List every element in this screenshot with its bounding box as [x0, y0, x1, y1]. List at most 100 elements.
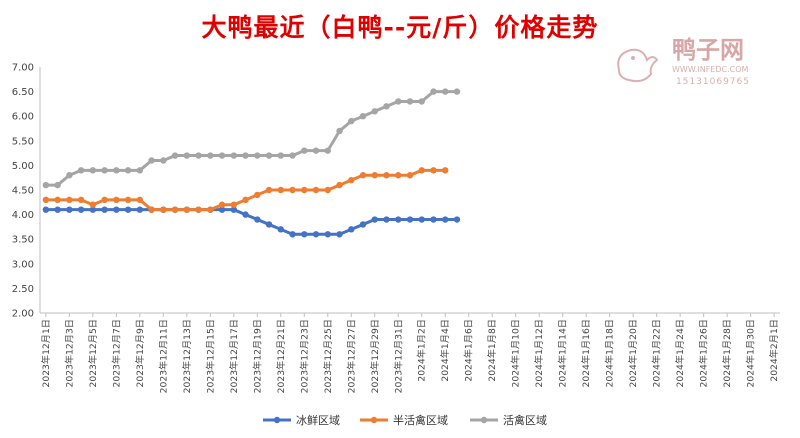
y-tick-label: 4.00 [12, 210, 34, 221]
data-point [348, 117, 355, 125]
series-1 [42, 206, 461, 238]
data-point [54, 206, 61, 213]
legend-label: 半活禽区域 [393, 413, 448, 427]
y-tick-label: 3.00 [12, 259, 34, 270]
data-point [336, 181, 343, 189]
series-line [45, 208, 457, 236]
data-point [124, 167, 132, 174]
data-point [124, 196, 132, 204]
data-point [242, 152, 249, 159]
data-point [77, 196, 85, 204]
data-point [336, 231, 343, 238]
legend-swatch-marker [480, 416, 488, 424]
x-tick-label: 2023年12月17日 [228, 319, 240, 393]
x-tick-label: 2024年1月22日 [651, 319, 663, 387]
x-tick-label: 2024年1月16日 [580, 319, 592, 387]
data-point [359, 221, 367, 228]
legend-swatch-marker [273, 416, 281, 424]
x-tick-label: 2024年1月4日 [439, 319, 451, 382]
data-point [101, 167, 108, 174]
x-tick-label: 2024年1月2日 [416, 319, 428, 382]
data-point [160, 206, 167, 213]
data-point [301, 231, 308, 238]
data-point [277, 186, 284, 194]
x-tick-label: 2024年1月24日 [674, 319, 686, 387]
data-point [289, 152, 296, 159]
data-point [89, 201, 97, 208]
x-tick-label: 2023年12月27日 [345, 319, 357, 393]
data-point [359, 113, 367, 120]
data-point [136, 206, 144, 213]
x-tick-label: 2024年1月6日 [463, 319, 475, 382]
data-point [383, 103, 390, 110]
x-tick-label: 2024年1月14日 [557, 319, 569, 387]
data-point [289, 231, 296, 238]
data-point [324, 147, 331, 154]
data-point [242, 211, 249, 218]
x-tick-label: 2024年2月1日 [768, 319, 780, 382]
data-point [54, 181, 61, 189]
x-tick-label: 2024年1月10日 [510, 319, 522, 387]
data-point [207, 206, 214, 213]
data-point [395, 98, 402, 105]
x-tick-label: 2023年12月7日 [110, 319, 122, 387]
x-tick-label: 2023年12月1日 [40, 319, 52, 387]
data-point [359, 172, 367, 179]
data-point [418, 98, 425, 105]
data-point [383, 172, 390, 179]
data-point [301, 147, 308, 154]
data-point [254, 152, 261, 159]
data-point [207, 152, 214, 159]
data-point [395, 216, 402, 223]
data-point [230, 201, 238, 208]
data-point [183, 206, 191, 213]
data-point [77, 206, 85, 213]
data-point [383, 216, 390, 223]
data-point [218, 206, 226, 213]
data-point [101, 196, 108, 204]
data-point [136, 196, 144, 204]
y-tick-label: 2.00 [12, 309, 34, 320]
legend-label: 活禽区域 [503, 413, 547, 427]
x-axis-ticks: 2023年12月1日 2023年12月3日 2023年12月5日 2023年12月7日… [40, 313, 780, 393]
x-tick-label: 2023年12月31日 [392, 319, 404, 393]
x-tick-label: 2023年12月11日 [157, 319, 169, 393]
data-point [124, 206, 132, 213]
data-point [101, 206, 108, 213]
data-point [171, 206, 179, 213]
duck-logo-icon [617, 48, 659, 83]
legend-label: 冰鲜区域 [296, 413, 340, 427]
data-point [312, 231, 320, 238]
data-point [324, 231, 331, 238]
data-point [230, 206, 238, 213]
data-point [242, 196, 249, 204]
x-tick-label: 2024年1月28日 [721, 319, 733, 387]
y-axis-ticks: 2.00 2.50 3.00 3.50 4.00 4.50 5.00 5.50 6.00 6.50… [12, 63, 34, 320]
data-point [442, 167, 449, 174]
data-point [230, 152, 238, 159]
data-point [371, 172, 378, 179]
x-tick-label: 2024年1月8日 [486, 319, 498, 382]
y-tick-label: 6.50 [12, 87, 34, 98]
data-point [89, 206, 97, 213]
series-3 [42, 88, 461, 189]
x-tick-label: 2024年1月12日 [533, 319, 545, 387]
y-tick-label: 5.50 [12, 136, 34, 147]
data-point [406, 172, 414, 179]
data-point [371, 216, 378, 223]
data-point [136, 167, 144, 174]
data-point [113, 196, 120, 204]
data-point [312, 186, 320, 194]
data-point [113, 167, 120, 174]
x-tick-label: 2023年12月3日 [63, 319, 75, 387]
data-point [66, 172, 73, 179]
y-tick-label: 2.50 [12, 284, 34, 295]
data-point [42, 181, 50, 189]
data-point [148, 157, 155, 164]
x-tick-label: 2024年1月26日 [698, 319, 710, 387]
data-point [348, 176, 355, 184]
y-tick-label: 7.00 [12, 63, 34, 74]
x-tick-label: 2023年12月23日 [298, 319, 310, 393]
legend: 冰鲜区域 半活禽区域 活禽区域 [263, 413, 547, 427]
